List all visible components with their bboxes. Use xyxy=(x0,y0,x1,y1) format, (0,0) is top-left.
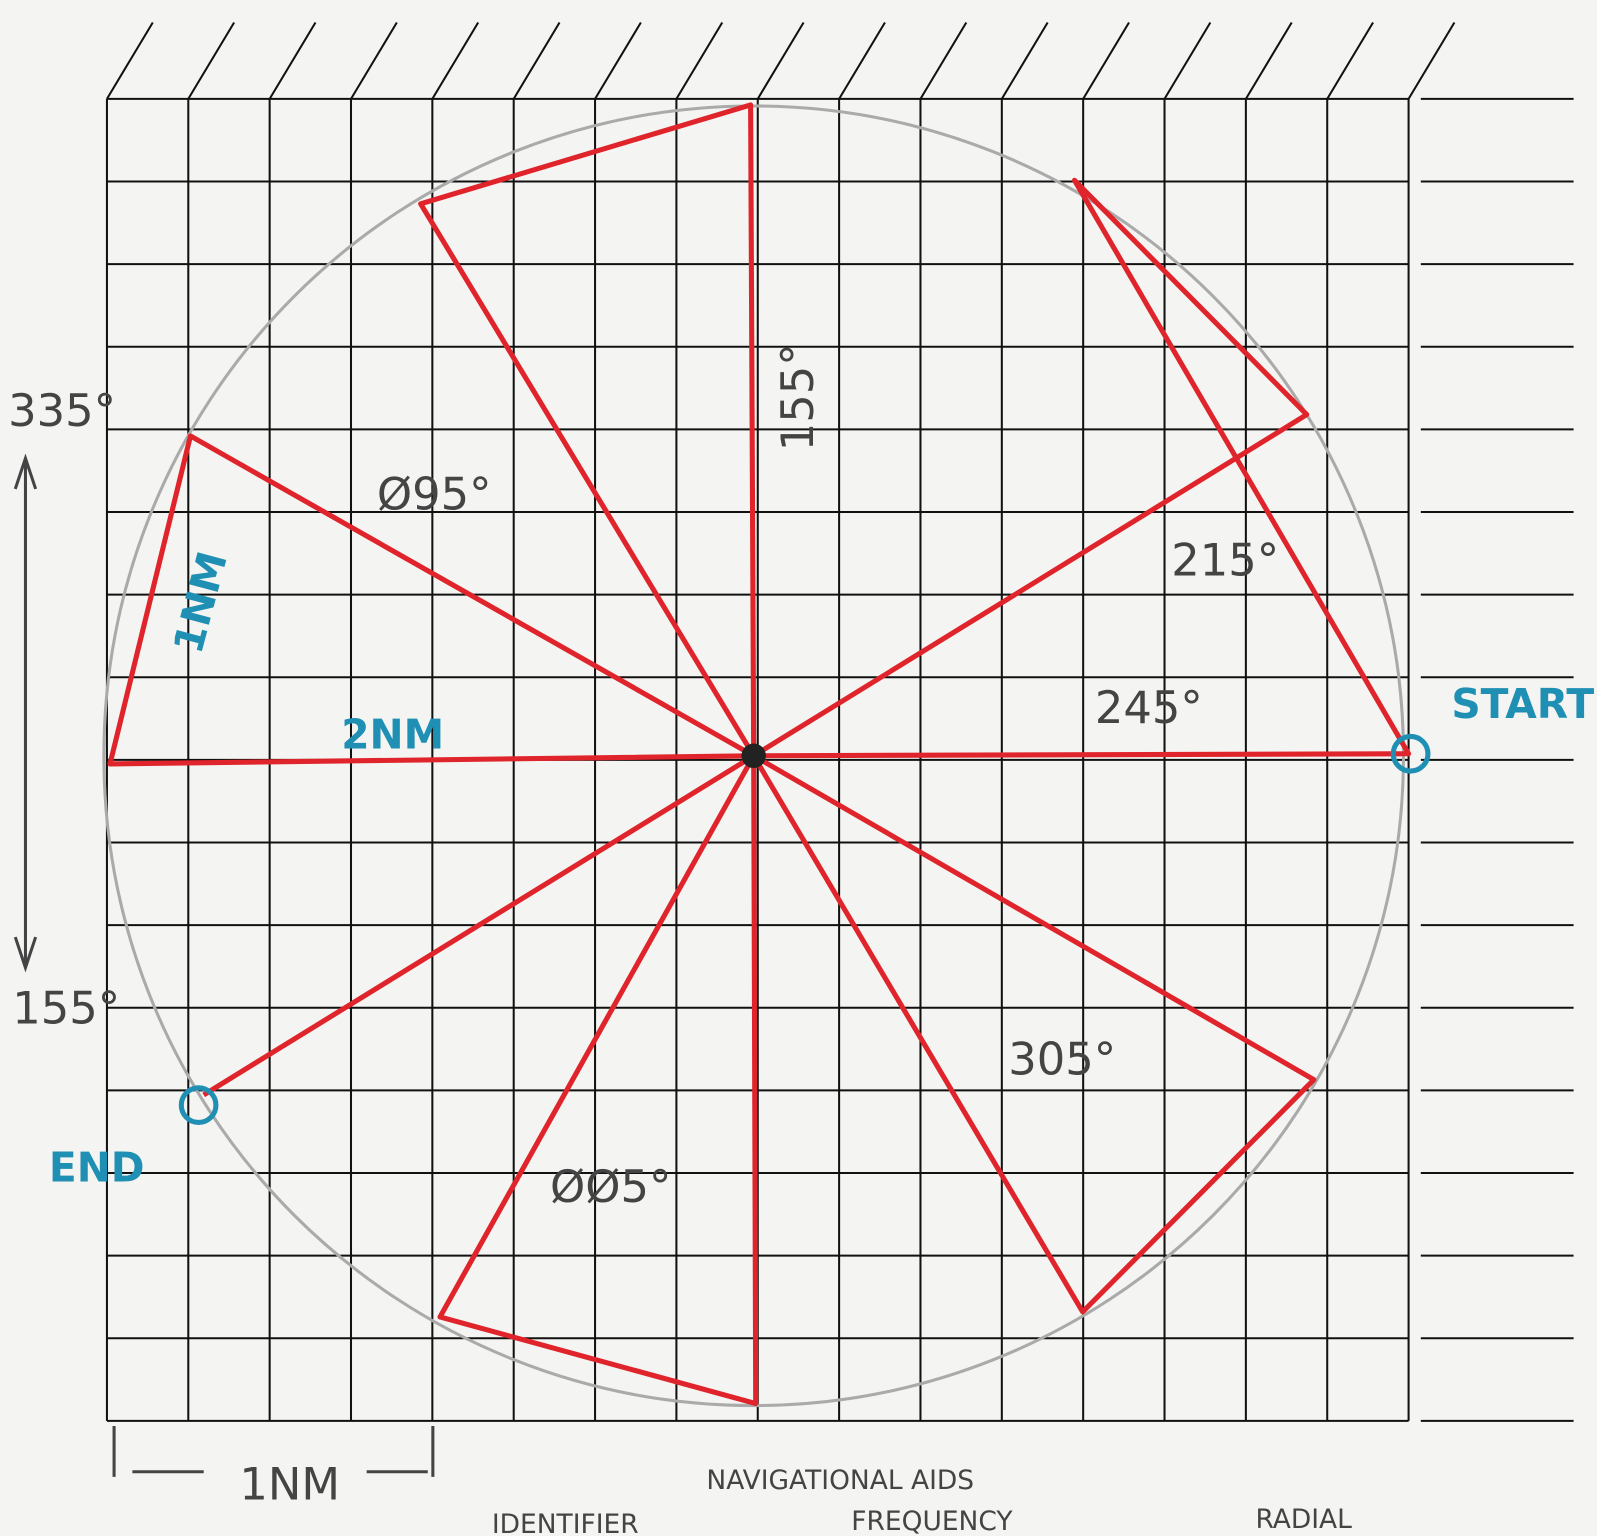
course-label: 245° xyxy=(1095,681,1203,734)
scale-label: 1NM xyxy=(239,1457,340,1510)
hatch-line xyxy=(839,22,885,98)
hatch-line xyxy=(920,22,966,98)
column-header: FREQUENCY xyxy=(851,1506,1013,1536)
hatch-line xyxy=(1246,22,1292,98)
hatch-line xyxy=(1409,22,1455,98)
track-leg xyxy=(421,105,754,756)
heading-label: 155° xyxy=(12,982,120,1035)
course-label: Ø95° xyxy=(377,467,492,520)
center-fix xyxy=(741,744,765,768)
course-label: 215° xyxy=(1171,534,1279,587)
hatch-line xyxy=(595,22,641,98)
course-label: ØØ5° xyxy=(550,1160,671,1213)
hatch-line xyxy=(676,22,722,98)
hatch-line xyxy=(1083,22,1129,98)
end-label: END xyxy=(49,1144,145,1192)
course-label: 305° xyxy=(1008,1033,1116,1086)
hatch-line xyxy=(1002,22,1048,98)
hatch-line xyxy=(1327,22,1373,98)
page: 335° 155° 155° Ø95° 215° 245° 305° ØØ5° … xyxy=(0,0,1597,1536)
hatch-line xyxy=(432,22,478,98)
distance-label: 2NM xyxy=(341,711,444,759)
column-header: IDENTIFIER xyxy=(492,1509,639,1536)
hatch-line xyxy=(351,22,397,98)
track-leg xyxy=(754,180,1409,755)
hatch-line xyxy=(107,22,153,98)
column-header: RADIAL xyxy=(1255,1504,1352,1535)
diagram: 335° 155° 155° Ø95° 215° 245° 305° ØØ5° … xyxy=(0,0,1597,1536)
heading-label: 335° xyxy=(8,384,116,437)
hatch-line xyxy=(514,22,560,98)
hatch-line xyxy=(188,22,234,98)
table-title: NAVIGATIONAL AIDS xyxy=(706,1465,974,1496)
hatch-line xyxy=(270,22,316,98)
start-label: START xyxy=(1451,680,1594,728)
distance-label: 1NM xyxy=(164,547,237,659)
hatch-line xyxy=(758,22,804,98)
hatch-line xyxy=(1165,22,1211,98)
grid xyxy=(107,22,1574,1420)
arrows xyxy=(15,458,433,1476)
course-label: 155° xyxy=(771,343,824,451)
